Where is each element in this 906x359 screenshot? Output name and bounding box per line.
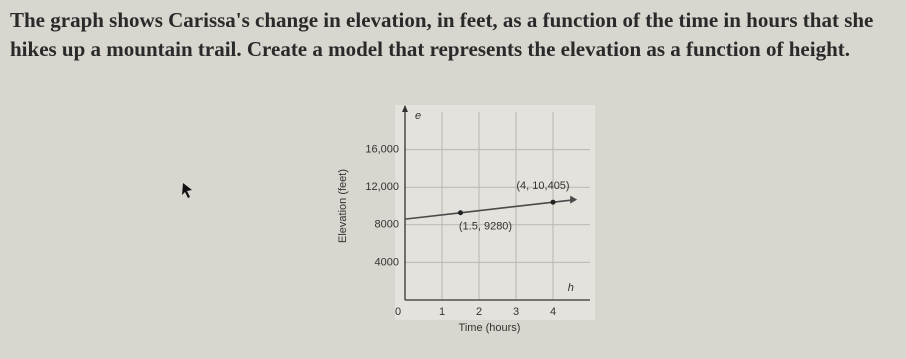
x-tick-label: 3 bbox=[513, 306, 519, 318]
graph-paper bbox=[395, 105, 595, 320]
y-tick-label: 12,000 bbox=[365, 181, 399, 193]
y-axis-title: Elevation (feet) bbox=[337, 169, 349, 243]
x-axis-variable: h bbox=[568, 282, 574, 294]
point-label: (1.5, 9280) bbox=[459, 221, 512, 233]
x-tick-label: 2 bbox=[476, 306, 482, 318]
x-axis-title: Time (hours) bbox=[459, 322, 521, 334]
x-tick-label: 4 bbox=[550, 306, 556, 318]
y-axis-arrow bbox=[402, 105, 408, 112]
y-tick-label: 16,000 bbox=[365, 144, 399, 156]
y-axis-variable: e bbox=[415, 110, 421, 122]
point-label: (4, 10,405) bbox=[516, 180, 569, 192]
y-tick-label: 4000 bbox=[375, 256, 399, 268]
y-tick-label: 8000 bbox=[375, 219, 399, 231]
data-point bbox=[458, 210, 463, 216]
data-line bbox=[404, 198, 576, 220]
x-tick-label: 1 bbox=[439, 306, 445, 318]
data-point bbox=[550, 199, 556, 205]
mouse-cursor bbox=[182, 183, 192, 198]
question-text: The graph shows Carissa's change in elev… bbox=[10, 8, 874, 61]
x-tick-label: 0 bbox=[395, 306, 401, 318]
line-arrow bbox=[570, 195, 578, 204]
